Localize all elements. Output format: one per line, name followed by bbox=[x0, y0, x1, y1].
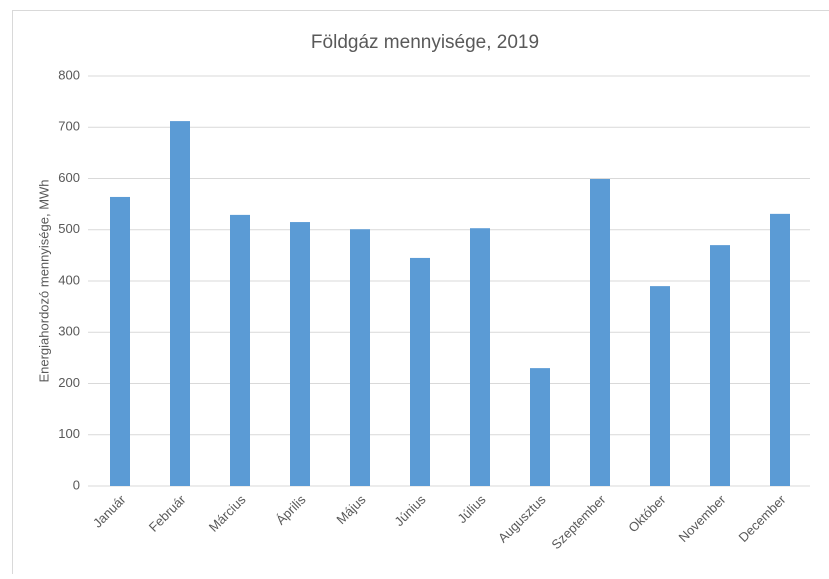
bar bbox=[710, 245, 730, 486]
y-tick-label: 700 bbox=[58, 119, 80, 134]
y-tick-label: 100 bbox=[58, 426, 80, 441]
chart-title: Földgáz mennyisége, 2019 bbox=[311, 32, 539, 53]
y-tick-label: 800 bbox=[58, 67, 80, 82]
bar bbox=[470, 228, 490, 486]
bar bbox=[110, 197, 130, 486]
bar bbox=[350, 229, 370, 486]
bar bbox=[410, 258, 430, 486]
y-tick-label: 400 bbox=[58, 272, 80, 287]
y-tick-label: 500 bbox=[58, 221, 80, 236]
bar bbox=[170, 121, 190, 486]
y-tick-label: 200 bbox=[58, 375, 80, 390]
bar bbox=[770, 214, 790, 486]
y-tick-label: 600 bbox=[58, 170, 80, 185]
y-tick-label: 300 bbox=[58, 324, 80, 339]
y-tick-label: 0 bbox=[73, 477, 80, 492]
bar bbox=[650, 286, 670, 486]
bar bbox=[530, 368, 550, 486]
y-axis-label: Energiahordozó mennyisége, MWh bbox=[36, 179, 51, 382]
bar bbox=[230, 215, 250, 486]
bar bbox=[590, 179, 610, 486]
bar bbox=[290, 222, 310, 486]
